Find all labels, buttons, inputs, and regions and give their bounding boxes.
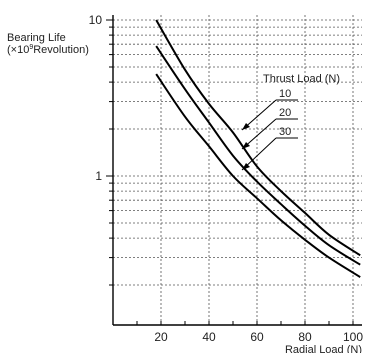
x-axis-title: Radial Load (N)	[285, 344, 362, 353]
axes	[112, 15, 362, 326]
x-tick-label: 20	[154, 330, 168, 344]
legend-title: Thrust Load (N)	[263, 73, 340, 85]
x-tick-label: 80	[298, 330, 312, 344]
series-line-10	[155, 19, 361, 257]
legend-label-30: 30	[279, 126, 291, 138]
grid	[113, 15, 362, 325]
legend-label-20: 20	[279, 107, 291, 119]
y-unit-base: (×10	[7, 44, 29, 56]
legend-label-10: 10	[279, 88, 291, 100]
y-tick-label: 1	[95, 169, 102, 183]
series	[155, 19, 361, 278]
series-line-20	[155, 45, 361, 266]
y-tick-label: 10	[89, 13, 103, 27]
y-unit-exponent: 9	[29, 44, 33, 51]
legend-arrowhead-30	[242, 163, 250, 170]
legend-arrowhead-10	[242, 123, 250, 130]
legend-arrowhead-20	[242, 142, 250, 149]
y-axis-unit: (×109Revolution)	[7, 44, 89, 56]
x-tick-label: 60	[250, 330, 264, 344]
y-axis-title: Bearing Life	[7, 32, 66, 44]
x-tick-label: 100	[343, 330, 363, 344]
x-tick-label: 40	[202, 330, 216, 344]
y-unit-tail: Revolution)	[33, 44, 89, 56]
ticks: 20 40 60 80 100 1 10	[89, 13, 364, 344]
legend-pointers	[241, 99, 298, 171]
series-line-30	[155, 73, 361, 278]
